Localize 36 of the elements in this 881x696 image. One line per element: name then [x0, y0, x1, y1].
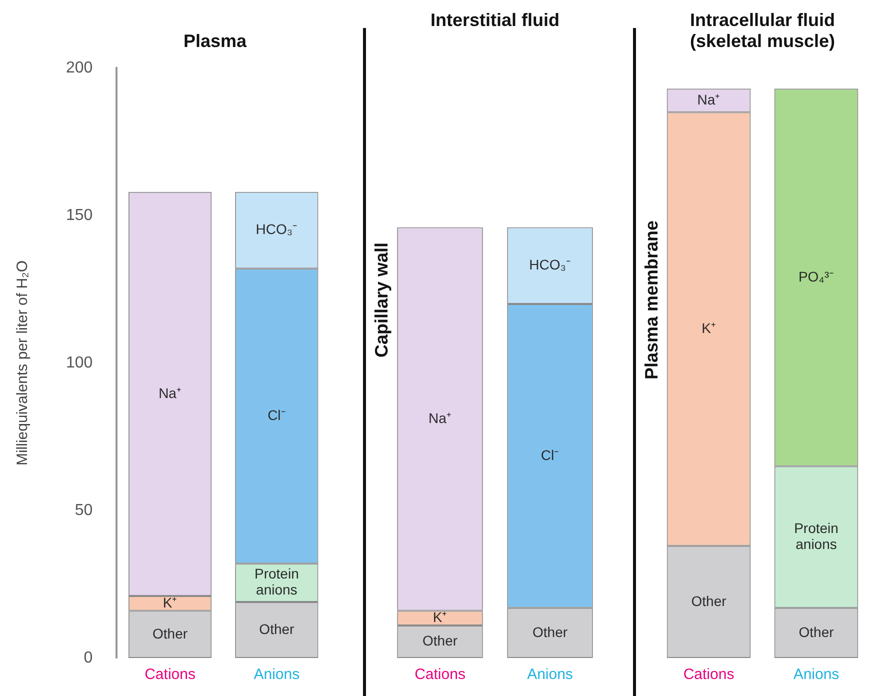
- text: Other: [259, 620, 294, 637]
- series-label: Na⁺: [428, 410, 452, 426]
- text: Other: [691, 592, 726, 609]
- series-label: Protein anions: [254, 566, 299, 598]
- series-label: Other: [798, 624, 834, 640]
- series-label: K⁺: [432, 609, 448, 626]
- annotation: Capillary wall: [372, 242, 392, 358]
- text: Other: [532, 624, 568, 640]
- x-tick-label: Cations: [414, 666, 466, 684]
- chart-title: Interstitial fluid: [430, 10, 560, 31]
- x-tick-label: Anions: [254, 666, 300, 684]
- series-label: Cl⁻: [540, 446, 560, 463]
- series-label: Other: [152, 625, 188, 642]
- series-label: PO₄³⁻: [798, 268, 834, 284]
- y-tick-label: 0: [84, 649, 93, 666]
- series-label: K⁺: [162, 594, 178, 610]
- y-axis-title: Milliequivalents per liter of H₂O: [14, 260, 32, 466]
- series-label: HCO₃⁻: [529, 256, 571, 273]
- series-label: Cl⁻: [268, 406, 286, 423]
- y-tick-label: 200: [66, 59, 93, 76]
- series-label: Other: [422, 632, 458, 649]
- y-tick-label: 50: [74, 502, 93, 519]
- x-tick-label: Cations: [683, 666, 734, 684]
- series-label: HCO₃⁻: [256, 221, 298, 238]
- x-tick-label: Cations: [144, 666, 196, 684]
- x-tick-label: Anions: [793, 666, 840, 684]
- y-tick-label: 150: [66, 206, 93, 224]
- y-tick-label: 100: [66, 354, 93, 372]
- chart-title: Plasma: [182, 31, 248, 52]
- annotation: Plasma membrane: [642, 220, 662, 380]
- series-label: K⁺: [702, 320, 716, 336]
- x-tick-label: Anions: [527, 666, 573, 684]
- series-label: Protein anions: [794, 520, 838, 552]
- series-label: Na⁺: [697, 91, 720, 108]
- chart-title: Intracellular fluid (skeletal muscle): [688, 10, 836, 52]
- series-label: Na⁺: [158, 384, 182, 401]
